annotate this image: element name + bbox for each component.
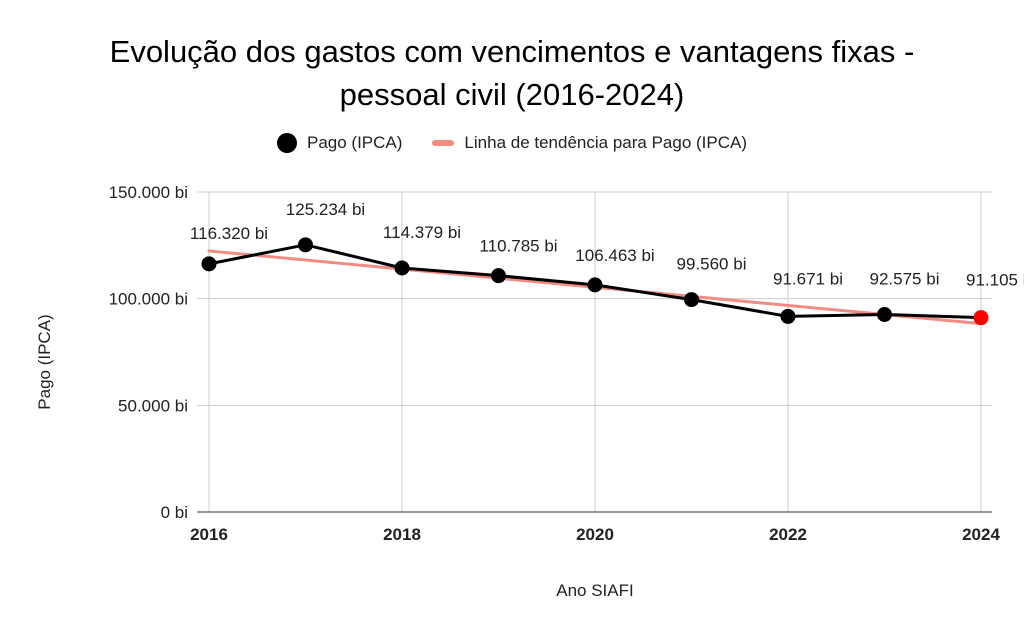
data-label: 99.560 bi: [677, 255, 747, 274]
chart-title: Evolução dos gastos com vencimentos e va…: [0, 30, 1024, 116]
data-point: [394, 260, 410, 276]
data-point-highlighted: [973, 310, 989, 326]
legend: Pago (IPCA) Linha de tendência para Pago…: [0, 133, 1024, 153]
x-tick-label: 2020: [576, 525, 614, 544]
legend-item-trend[interactable]: Linha de tendência para Pago (IPCA): [432, 133, 747, 153]
x-tick-label: 2016: [190, 525, 228, 544]
y-tick-label: 50.000 bi: [118, 396, 188, 415]
chart-title-line-1: Evolução dos gastos com vencimentos e va…: [109, 34, 915, 69]
data-point: [780, 308, 796, 324]
data-label: 116.320 bi: [190, 224, 268, 243]
legend-series-label: Pago (IPCA): [306, 133, 403, 152]
data-point: [298, 237, 313, 253]
data-label: 92.575 bi: [870, 270, 940, 289]
x-gridlines: [208, 192, 982, 512]
y-tick-label: 150.000 bi: [109, 183, 188, 202]
data-point: [684, 292, 699, 308]
data-labels-group: 116.320 bi 125.234 bi 114.379 bi 110.785 bi…: [190, 200, 1024, 290]
x-tick-label: 2022: [769, 525, 807, 544]
x-tick-label: 2024: [962, 525, 1000, 544]
legend-trend-label: Linha de tendência para Pago (IPCA): [464, 133, 747, 152]
legend-trend-marker: [432, 140, 455, 146]
data-label: 110.785 bi: [479, 237, 557, 256]
y-tick-label: 100.000 bi: [109, 290, 188, 309]
y-axis-title: Pago (IPCA): [35, 314, 54, 409]
chart-title-line-2: pessoal civil (2016-2024): [339, 77, 685, 112]
data-point: [201, 256, 217, 272]
data-label: 125.234 bi: [286, 200, 365, 219]
y-tick-labels: 0 bi 50.000 bi 100.000 bi 150.000 bi: [109, 183, 188, 522]
legend-item-series[interactable]: Pago (IPCA): [276, 133, 403, 153]
data-label: 106.463 bi: [575, 246, 654, 265]
x-axis-title: Ano SIAFI: [556, 581, 633, 600]
x-tick-label: 2018: [383, 525, 421, 544]
y-tick-label: 0 bi: [161, 503, 188, 522]
x-tick-labels: 2016 2018 2020 2022 2024: [190, 525, 1000, 544]
data-label: 91.671 bi: [773, 269, 843, 288]
data-label: 114.379 bi: [383, 223, 461, 242]
data-point: [877, 307, 892, 323]
data-label: 91.105 bi: [966, 271, 1024, 290]
data-point: [491, 268, 506, 284]
y-gridlines: [197, 191, 992, 513]
points-group: [201, 237, 989, 326]
legend-series-marker: [276, 133, 297, 153]
data-point: [587, 277, 603, 293]
